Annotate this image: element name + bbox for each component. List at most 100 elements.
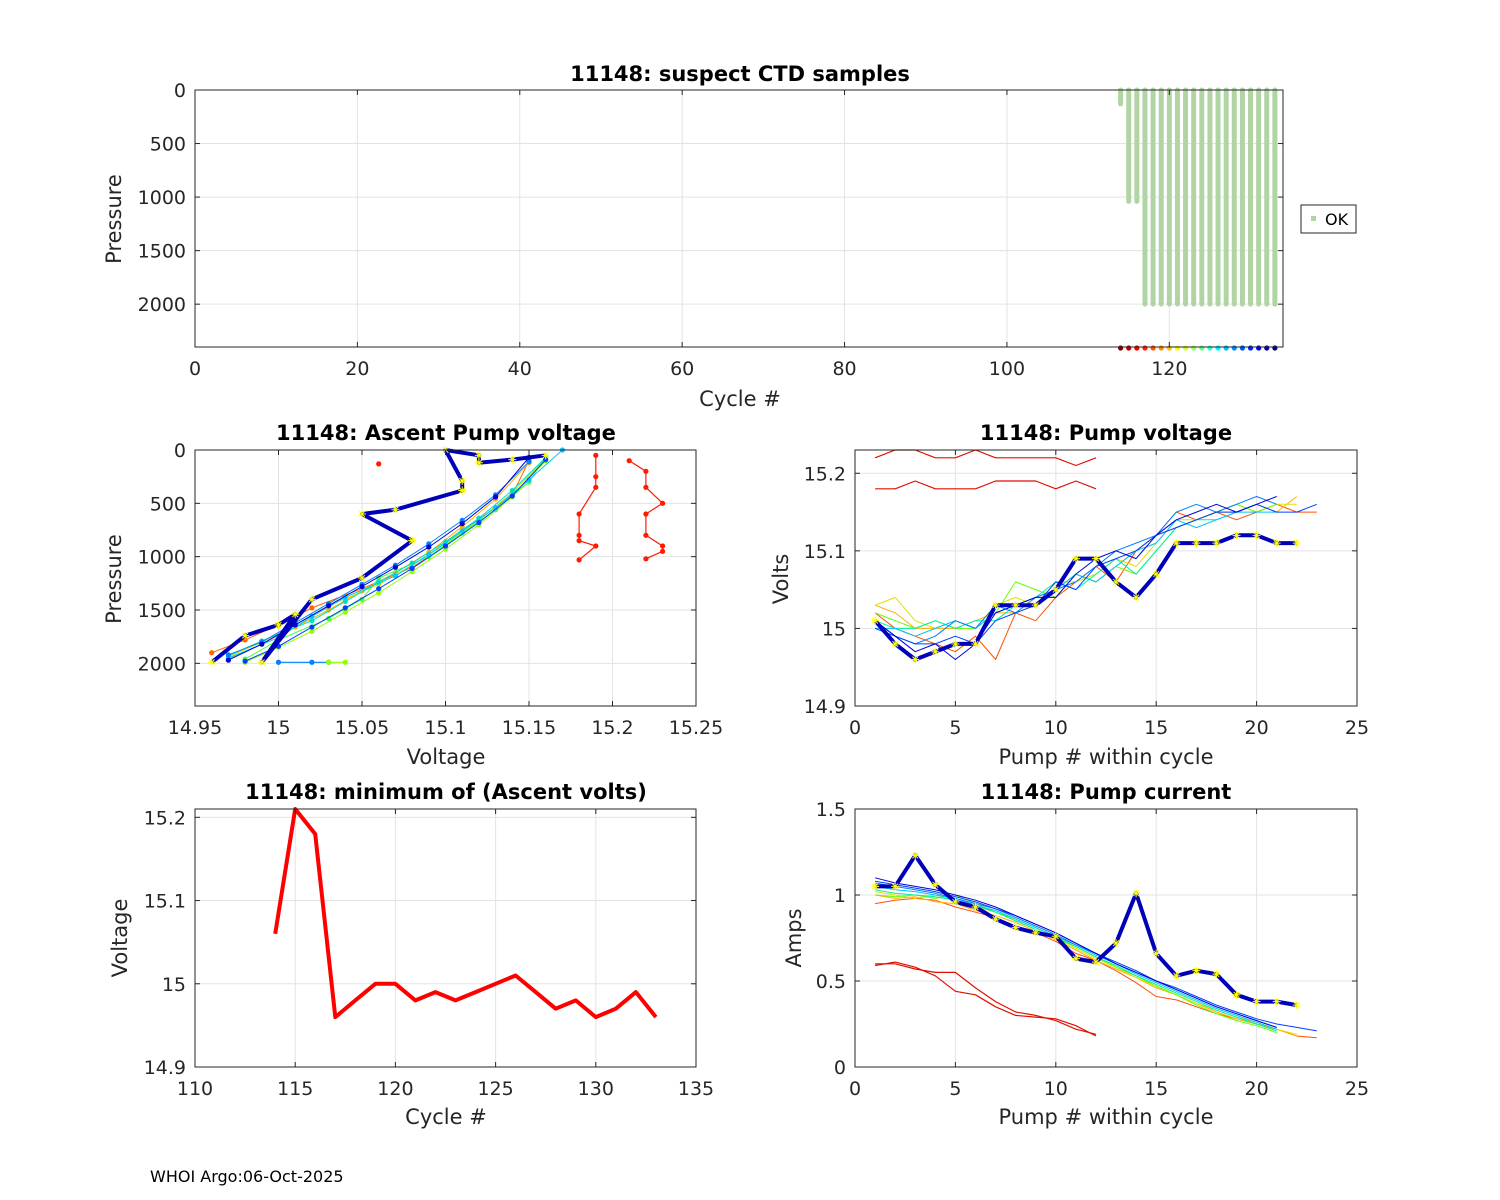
series-point [593,452,599,458]
series-point [1232,531,1241,540]
x-tick-label: 125 [477,1078,513,1100]
series-point [476,515,482,521]
cycle-marker-129 [1239,345,1246,351]
cycle-marker-115 [1126,345,1132,351]
series-point [1152,949,1161,958]
plot-layer: 0 5 10 15 20 25 0 0.5 1 1.5 [816,799,1369,1100]
series-point [1252,997,1261,1006]
plot-frame [194,808,697,1068]
ticks: 110 115 120 125 130 135 14.9 15 15.1 15.2 [144,807,714,1100]
series-point [342,598,348,605]
cycle-marker-124 [1199,345,1205,351]
y-tick-label: 15 [822,618,846,640]
plot-layer: 0 5 10 15 20 25 14.9 15 15.1 15.2 [804,449,1369,739]
series-6 [875,889,1277,1032]
x-tick-label: 100 [989,358,1025,380]
series-point [1112,577,1121,586]
series-point [359,583,365,590]
series-point [474,451,483,460]
series-point [1071,954,1080,963]
series-point [309,618,315,624]
plot-area [855,809,1357,1067]
series-point [576,557,582,563]
series-point [426,544,432,550]
x-tick-label: 20 [345,358,369,380]
series-point [275,659,282,665]
series-point [225,652,231,658]
series-point [971,639,980,648]
cycle-marker-126 [1215,345,1221,351]
chart-title: 11148: suspect CTD samples [570,62,910,86]
x-tick-label: 5 [949,1078,961,1100]
y-tick-label: 0.5 [816,971,846,993]
series-0 [273,807,658,1020]
x-tick-label: 15.05 [335,717,389,739]
data-layer [273,807,658,1020]
series-point [660,543,666,549]
y-tick-label: 0 [174,440,186,462]
series-point [1272,997,1281,1006]
plot-layer: 14.95 15 15.05 15.1 15.15 15.2 15.25 0 500 1000 15… [138,440,724,739]
x-tick-label: 135 [678,1078,714,1100]
series-point [1051,932,1060,941]
x-tick-label: 40 [508,358,532,380]
series-point [307,595,316,604]
y-tick-label: 500 [150,134,186,156]
series-point [593,474,599,480]
y-tick-label: 15.2 [804,463,846,485]
series-11 [871,851,1301,1010]
series-line [875,889,1277,1032]
series-point [376,461,382,467]
series-point [1172,971,1181,980]
cycle-marker-118 [1150,345,1156,351]
x-tick-label: 120 [377,1078,413,1100]
axes-pump-current: 0 5 10 15 20 25 0 0.5 1 1.5 11148: Pump current P… [782,780,1369,1129]
series-point [891,639,900,648]
y-tick-label: 1000 [138,547,186,569]
plot-frame [854,808,1358,1068]
series-point [1071,554,1080,563]
series-point [442,539,449,545]
series-point [1192,539,1201,548]
series-3 [875,894,1297,1037]
x-tick-label: 15 [1144,717,1168,739]
cycle-marker-125 [1207,345,1213,351]
x-tick-label: 14.95 [168,717,222,739]
y-tick-label: 1500 [138,600,186,622]
series-point [871,882,880,891]
legend-box [1300,204,1357,234]
series-point [931,880,940,889]
chart-title: 11148: Pump voltage [980,421,1232,445]
y-tick-label: 1000 [138,187,186,209]
series-point [342,605,348,611]
series-line [874,496,1277,645]
x-axis-label: Cycle # [405,1105,487,1129]
series-point [1132,889,1141,898]
series-point [541,451,550,460]
series-point [643,511,649,517]
cycle-marker-123 [1191,345,1197,351]
series-point [1112,939,1121,948]
series-point [643,532,649,538]
legend: OK [1300,204,1357,234]
series-point [376,590,382,596]
series-point [459,521,465,527]
series-line [875,963,1097,1035]
x-axis-label: Cycle # [699,387,781,411]
series-line [875,894,1297,1037]
series-point [1192,966,1201,975]
series-point [309,628,315,634]
y-tick-label: 14.9 [144,1057,186,1079]
series-line [875,853,1298,1008]
series-point [643,484,649,490]
series-point [526,459,532,465]
plot-frame [854,449,1358,707]
series-point [951,639,960,648]
y-tick-label: 500 [150,493,186,515]
axes-suspect-ctd-samples: 0 20 40 60 80 100 120 0 500 1000 1500 2000 11148: s… [102,62,1357,411]
series-point [309,605,315,611]
series-point [971,903,980,912]
ticks: 14.95 15 15.05 15.1 15.15 15.2 15.25 0 500 1000 15… [138,440,724,739]
series-line [873,533,1297,662]
